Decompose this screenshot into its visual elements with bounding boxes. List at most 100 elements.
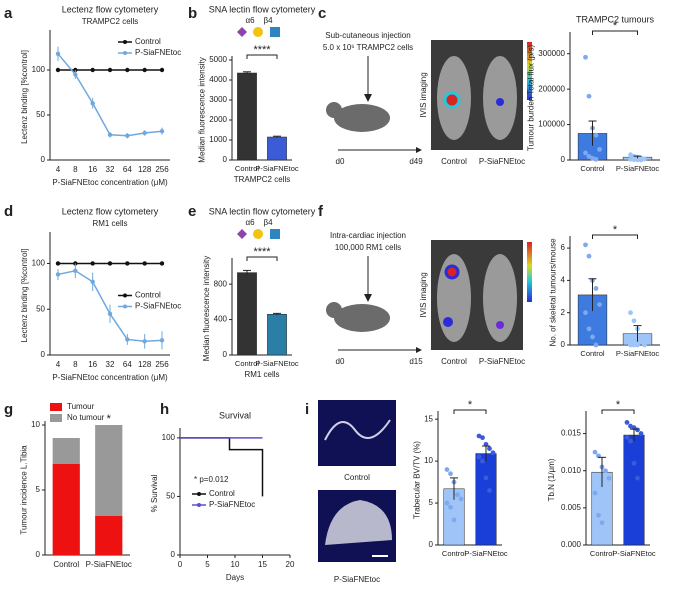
glycan-label: β4 <box>263 218 273 227</box>
series-line <box>180 437 264 497</box>
group-label: Control <box>441 357 467 366</box>
x-tick-label: 8 <box>73 165 78 174</box>
point <box>125 133 130 138</box>
significance: * <box>616 399 621 411</box>
x-tick-label: 32 <box>106 165 115 174</box>
point <box>90 261 95 266</box>
x-tick-label: P-SiaFNEtoc <box>86 560 132 569</box>
y-tick-label: 0.015 <box>561 429 582 438</box>
point <box>107 67 113 73</box>
arrow-head <box>364 94 372 102</box>
mouse <box>334 304 390 332</box>
y-tick-label: 0 <box>223 155 228 164</box>
group-label: Control <box>441 157 467 166</box>
y-tick-label: 10 <box>424 456 433 465</box>
y-tick-label: 100000 <box>538 120 565 129</box>
x-tick-label: P-SiaFNEtoc <box>612 549 656 558</box>
y-axis-label: Tumour incidence L.Tibia <box>19 445 28 535</box>
point <box>125 67 130 73</box>
x-tick-label: 0 <box>178 560 183 569</box>
dot <box>606 475 612 481</box>
y-tick-label: 0.005 <box>561 503 582 512</box>
bone <box>325 500 392 545</box>
diagram-i: i Control P-SiaFNEtoc <box>305 400 396 584</box>
point <box>55 272 61 277</box>
chart-title: Survival <box>219 410 251 420</box>
dot <box>624 420 630 425</box>
point <box>107 132 113 137</box>
legend-label: P-SiaFNEtoc <box>135 48 181 57</box>
chart-title: Lectenz flow cytometery <box>62 4 159 14</box>
point <box>125 261 130 266</box>
point <box>73 72 78 77</box>
dot <box>487 446 492 451</box>
dot <box>631 342 637 348</box>
y-tick-label: 0 <box>36 550 41 559</box>
legend-label: P-SiaFNEtoc <box>209 500 255 509</box>
start-day: d0 <box>336 357 345 366</box>
x-axis-label: TRAMPC2 cells <box>234 175 290 184</box>
y-axis-label: Tb.N (1/μm) <box>547 458 556 501</box>
dot <box>490 450 496 456</box>
legend-marker <box>123 40 127 44</box>
end-day: d49 <box>409 157 423 166</box>
dot <box>586 253 592 259</box>
mouse-image <box>483 254 517 342</box>
dot <box>593 132 599 138</box>
significance: **** <box>253 246 271 258</box>
dot <box>586 326 592 332</box>
y-tick-label: 6 <box>561 243 566 252</box>
chart-title: SNA lectin flow cytometery <box>209 4 316 14</box>
imaging-label: IVIS imaging <box>419 272 428 317</box>
y-tick-label: 3000 <box>209 95 227 104</box>
dot <box>596 512 601 518</box>
y-tick-label: 0 <box>41 350 46 359</box>
point <box>90 67 95 73</box>
significance: * <box>613 20 618 32</box>
bar <box>237 272 257 356</box>
panel-letter: e <box>188 203 196 220</box>
color-scale <box>527 242 532 302</box>
bar-segment <box>52 438 80 464</box>
dot <box>597 302 602 308</box>
dot <box>593 342 599 348</box>
dot <box>628 342 633 348</box>
legend-marker <box>123 293 127 298</box>
diagram-c: c Sub-cutaneous injection 5.0 x 10⁶ TRAM… <box>318 5 532 166</box>
significance: **** <box>253 44 271 56</box>
dot <box>451 517 457 523</box>
point <box>142 67 147 73</box>
panel-letter: g <box>4 401 13 418</box>
mouse-head <box>326 302 342 318</box>
dot <box>593 286 599 291</box>
dot <box>583 242 588 248</box>
x-tick-label: Control <box>580 164 605 173</box>
x-tick-label: 128 <box>138 165 152 174</box>
dot <box>642 342 647 348</box>
y-tick-label: 0.000 <box>561 540 582 549</box>
y-tick-label: 5 <box>36 485 41 494</box>
chart-title: TRAMPC2 tumours <box>576 14 655 24</box>
dot <box>631 318 637 324</box>
dot <box>583 150 588 156</box>
x-tick-label: Control <box>235 359 260 368</box>
x-tick-label: 15 <box>258 560 267 569</box>
bar-segment <box>95 516 123 555</box>
y-tick-label: 300000 <box>538 49 565 58</box>
timeline-head <box>416 147 422 153</box>
x-tick-label: 5 <box>205 560 210 569</box>
point <box>159 338 165 343</box>
glycan-glcnac <box>270 229 280 239</box>
x-axis-label: P-SiaFNEtoc concentration (μM) <box>52 178 168 187</box>
y-axis-label: Trabecular BV/TV (%) <box>412 441 421 519</box>
diagram-f: f Intra-cardiac injection 100,000 RM1 ce… <box>318 203 532 366</box>
y-tick-label: 2000 <box>209 115 227 124</box>
group-label: Control <box>344 473 370 482</box>
x-tick-label: 64 <box>123 165 132 174</box>
end-day: d15 <box>409 357 423 366</box>
x-tick-label: P-SiaFNEtoc <box>255 164 299 173</box>
point <box>55 51 61 56</box>
dot <box>592 449 598 455</box>
y-tick-label: 100 <box>162 433 176 442</box>
x-tick-label: 4 <box>56 165 61 174</box>
